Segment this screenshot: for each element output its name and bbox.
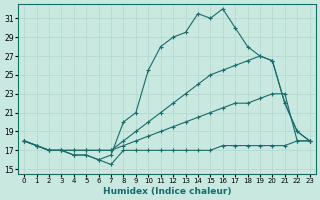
X-axis label: Humidex (Indice chaleur): Humidex (Indice chaleur) bbox=[103, 187, 231, 196]
